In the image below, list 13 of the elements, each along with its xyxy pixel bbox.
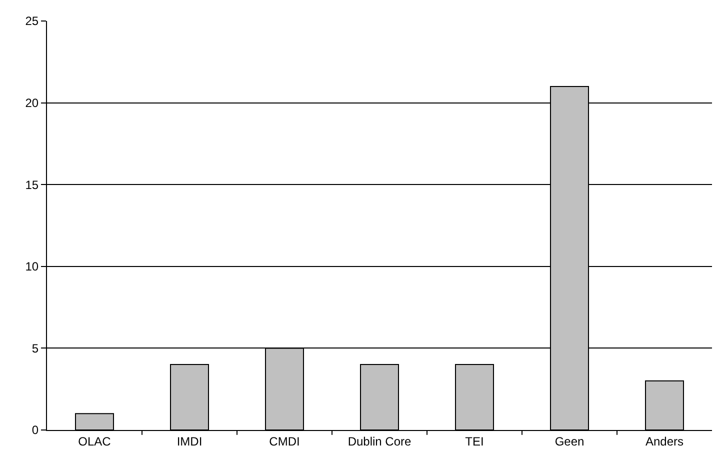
y-tick-label: 0 [32, 423, 39, 438]
x-tick-label: CMDI [269, 434, 300, 448]
x-tick-label: TEI [465, 434, 484, 448]
x-tick-label: Anders [645, 434, 684, 448]
y-tick-label: 15 [25, 178, 39, 192]
x-tick-label: IMDI [176, 434, 202, 448]
y-tick-label: 10 [25, 260, 39, 274]
y-tick-label: 20 [25, 96, 39, 110]
x-tick-label: OLAC [78, 434, 112, 448]
x-tick-label: Dublin Core [348, 434, 412, 448]
y-tick-label: 5 [32, 341, 39, 356]
y-tick-label: 25 [25, 14, 39, 28]
x-tick-label: Geen [554, 434, 584, 448]
